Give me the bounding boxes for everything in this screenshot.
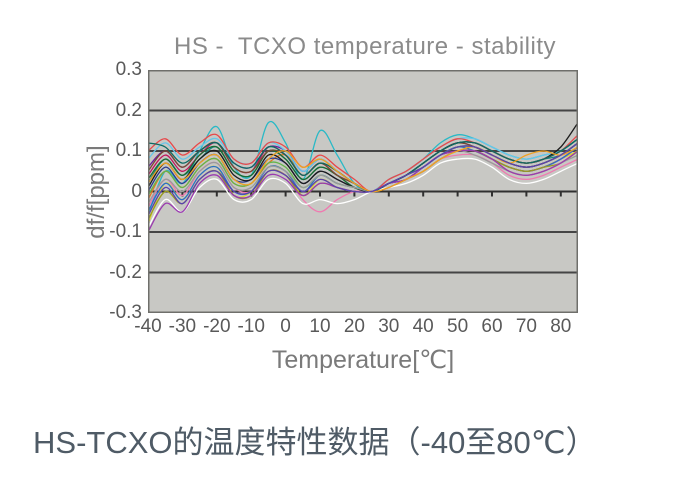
x-tick-label: 10 — [309, 316, 331, 337]
x-tick-label: 50 — [447, 316, 469, 337]
x-tick-label: 30 — [378, 316, 400, 337]
y-tick-label: 0.1 — [115, 140, 142, 161]
y-tick-label: -0.3 — [109, 302, 142, 323]
y-tick-label: -0.1 — [109, 221, 142, 242]
series-line-unit-22 — [148, 142, 578, 217]
x-tick-label: 60 — [481, 316, 503, 337]
series-line-unit-17 — [148, 157, 578, 229]
plot-border — [148, 70, 578, 313]
x-tick-label: 70 — [515, 316, 537, 337]
y-tick-label: 0.2 — [115, 99, 142, 121]
plot-area — [148, 70, 578, 313]
x-tick-label: 40 — [412, 316, 434, 337]
y-tick-label: 0.3 — [115, 59, 142, 80]
x-tick-label: 80 — [550, 316, 572, 337]
y-tick-label: 0 — [131, 180, 142, 202]
x-tick-label: -20 — [203, 316, 231, 337]
x-tick-label: 20 — [343, 316, 365, 337]
y-tick-label: -0.2 — [109, 261, 142, 283]
figure-caption: HS-TCXO的温度特性数据（-40至80℃） — [33, 425, 597, 460]
x-tick-label: -30 — [168, 316, 197, 337]
chart-title: HS - TCXO temperature - stability — [174, 33, 556, 60]
x-tick-label: -10 — [237, 316, 265, 337]
x-axis-title: Temperature[℃] — [271, 346, 455, 374]
x-tick-label: -40 — [134, 316, 162, 337]
x-tick-label: 0 — [280, 316, 291, 337]
